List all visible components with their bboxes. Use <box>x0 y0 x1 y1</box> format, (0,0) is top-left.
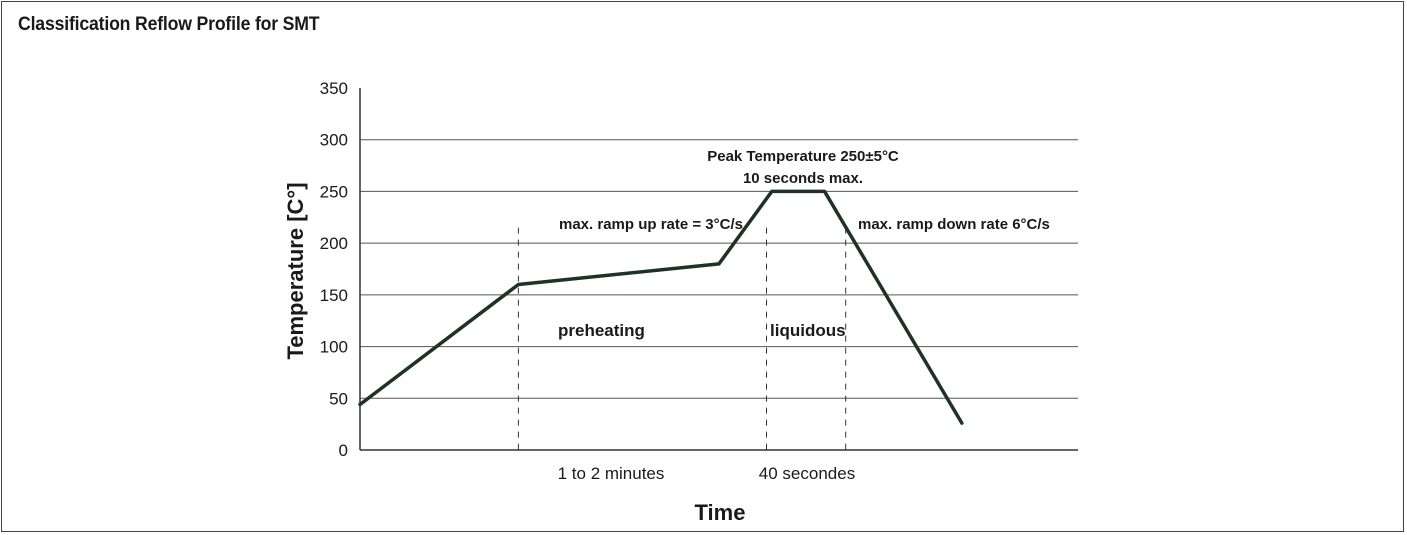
y-axis-title: Temperature [C°] <box>283 182 308 359</box>
y-tick-label: 100 <box>320 338 348 357</box>
peak-time-note: 10 seconds max. <box>743 170 863 187</box>
preheating-label: preheating <box>558 321 645 340</box>
peak-temperature-note: Peak Temperature 250±5°C <box>707 148 899 165</box>
chart-panel-title: Classification Reflow Profile for SMT <box>18 14 320 35</box>
y-tick-label: 0 <box>339 441 348 460</box>
phase-markers <box>517 227 847 450</box>
y-tick-label: 150 <box>320 286 348 305</box>
temperature-profile-line <box>358 189 964 425</box>
y-tick-label: 200 <box>320 234 348 253</box>
y-tick-label: 250 <box>320 182 348 201</box>
grid-lines <box>360 139 1078 399</box>
x-axis-title: Time <box>695 500 746 525</box>
y-tick-label: 350 <box>320 79 348 98</box>
y-tick-label: 300 <box>320 131 348 150</box>
y-tick-label: 50 <box>329 389 348 408</box>
liquidous-duration-label: 40 secondes <box>759 464 855 483</box>
preheat-duration-label: 1 to 2 minutes <box>558 464 665 483</box>
ramp-down-note: max. ramp down rate 6°C/s <box>858 216 1050 233</box>
y-axis-ticks: 0 50 100 150 200 250 300 350 <box>320 79 348 460</box>
liquidous-label: liquidous <box>770 321 846 340</box>
ramp-up-note: max. ramp up rate = 3°C/s <box>559 216 743 233</box>
series-group <box>358 189 964 425</box>
